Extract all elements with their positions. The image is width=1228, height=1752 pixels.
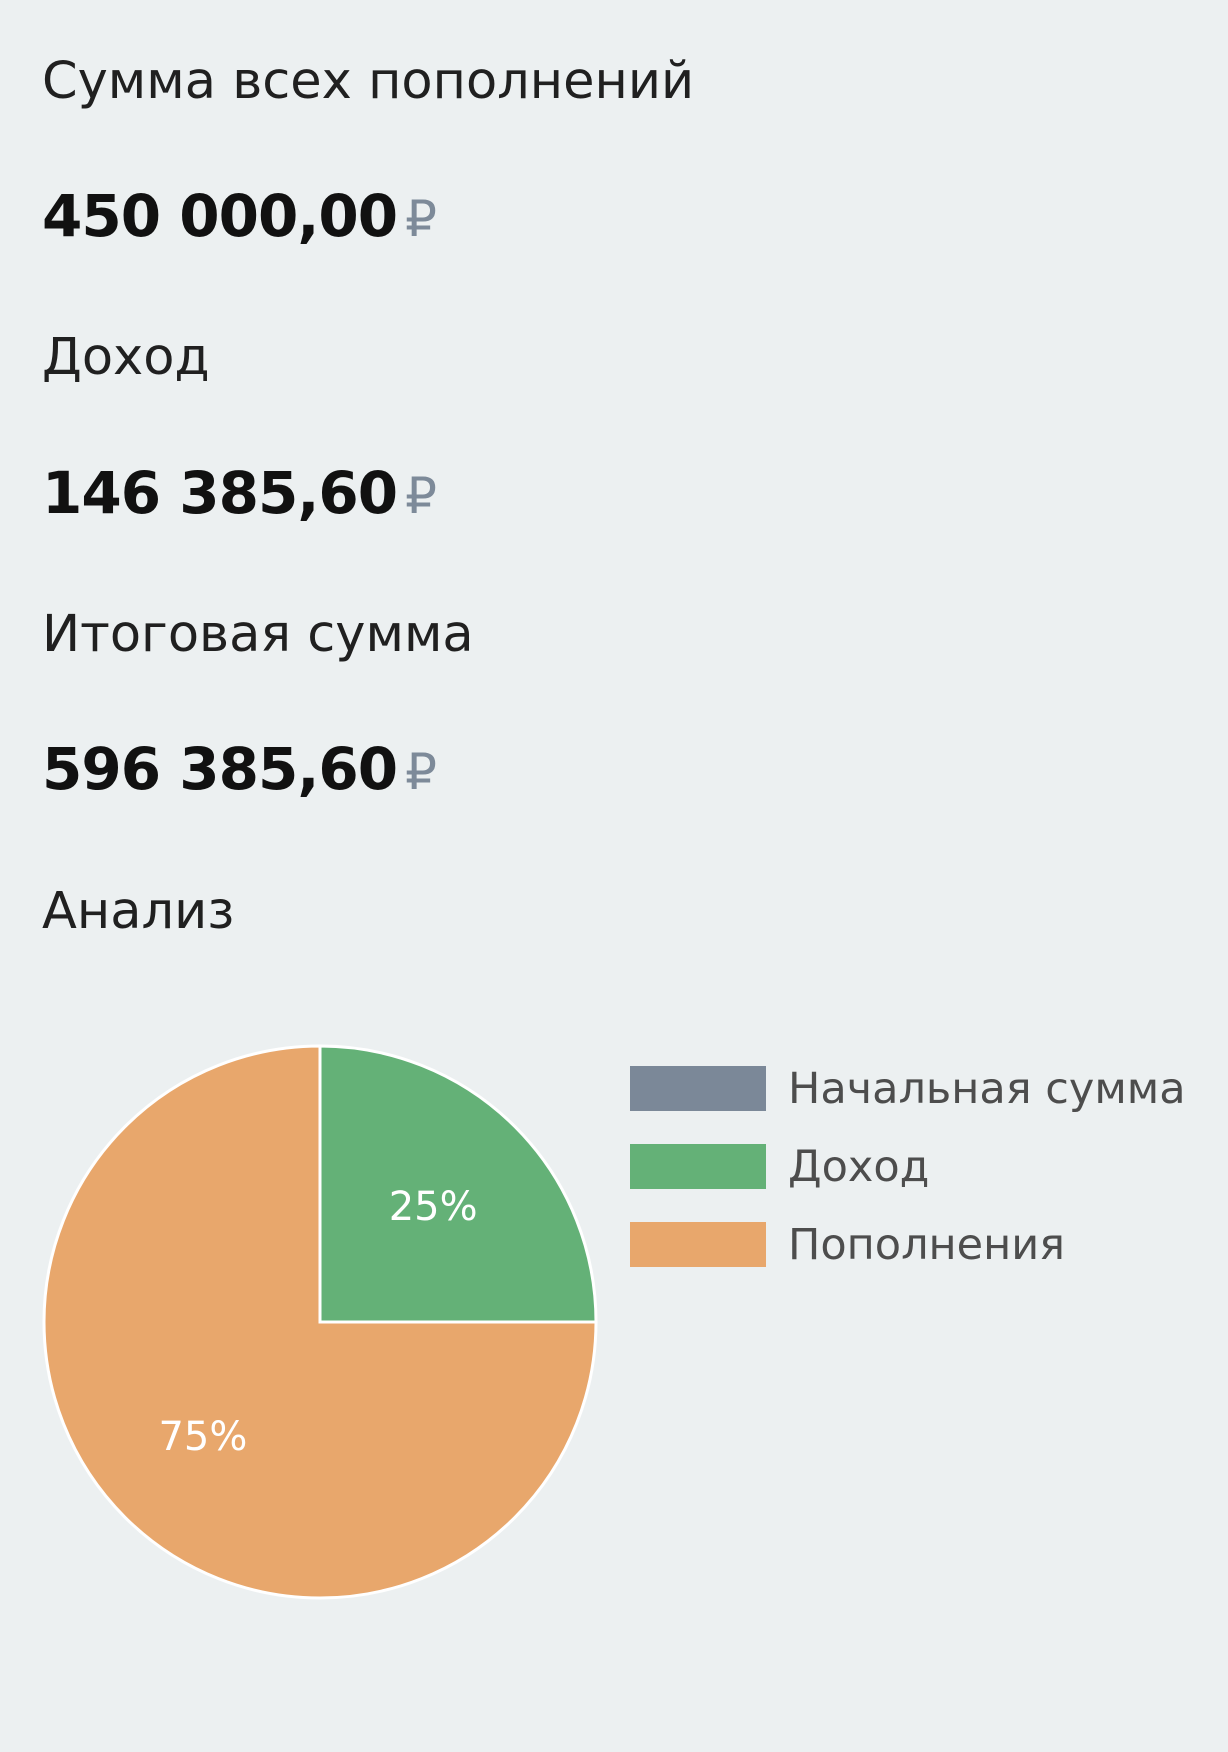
ruble-icon: ₽ [405, 190, 437, 248]
deposits-value: 450 000,00 [42, 182, 398, 250]
ruble-icon: ₽ [405, 743, 437, 801]
legend-label-2: Пополнения [788, 1219, 1066, 1270]
legend-item-1: Доход [630, 1141, 1186, 1192]
legend-swatch-1 [630, 1144, 766, 1189]
deposits-amount: 450 000,00 ₽ [42, 182, 437, 250]
pie-slice-label-2: 75% [158, 1414, 247, 1460]
pie-slice-2 [42, 1044, 598, 1600]
chart-legend: Начальная сумма Доход Пополнения [630, 1063, 1186, 1300]
legend-item-2: Пополнения [630, 1219, 1186, 1270]
legend-swatch-2 [630, 1222, 766, 1267]
pie-slice-1 [318, 1044, 598, 1324]
legend-label-1: Доход [788, 1141, 930, 1192]
pie-slice-label-1: 25% [389, 1184, 478, 1230]
total-value: 596 385,60 [42, 735, 398, 803]
pie-chart: 25% 75% [42, 1044, 598, 1600]
analysis-title: Анализ [42, 882, 235, 941]
legend-item-0: Начальная сумма [630, 1063, 1186, 1114]
ruble-icon: ₽ [405, 467, 437, 525]
legend-label-0: Начальная сумма [788, 1063, 1186, 1114]
income-amount: 146 385,60 ₽ [42, 459, 437, 527]
income-label: Доход [42, 328, 210, 387]
legend-swatch-0 [630, 1066, 766, 1111]
deposits-label: Сумма всех пополнений [42, 52, 695, 111]
total-amount: 596 385,60 ₽ [42, 735, 437, 803]
total-label: Итоговая сумма [42, 605, 474, 664]
income-value: 146 385,60 [42, 459, 398, 527]
